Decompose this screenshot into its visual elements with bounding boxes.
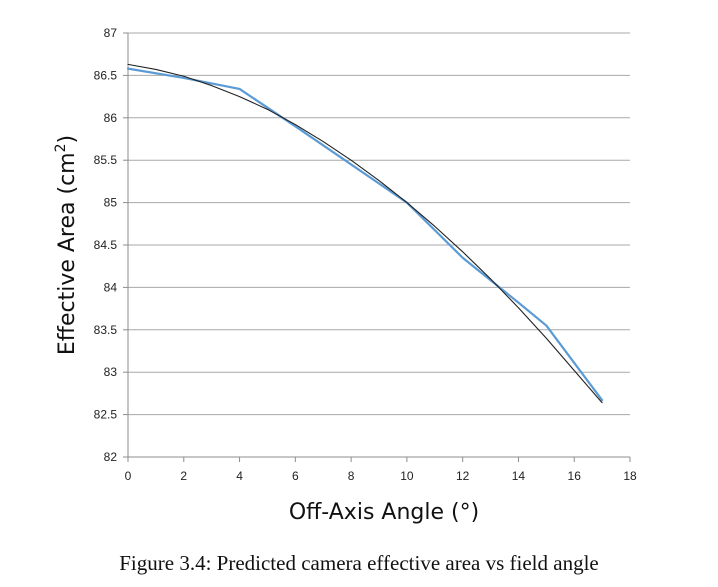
x-tick-label-2: 4 — [236, 469, 243, 483]
x-tick-label-3: 6 — [292, 469, 299, 483]
y-tick-label-7: 85.5 — [94, 153, 118, 167]
figure-caption: Figure 3.4: Predicted camera effective a… — [119, 551, 599, 575]
x-tick-label-9: 18 — [623, 469, 637, 483]
x-tick-label-8: 16 — [568, 469, 582, 483]
x-tick-label-1: 2 — [180, 469, 187, 483]
y-tick-label-6: 85 — [104, 196, 118, 210]
series-line-measured — [126, 67, 604, 402]
tick-labels: 82 82.5 83 83.5 84 84.5 85 85.5 86 86.5 87 0 2 4 6 8 10 1… — [94, 26, 637, 483]
axes — [123, 32, 631, 462]
y-axis-title-superscript: 2 — [53, 143, 69, 152]
y-axis-title-main: Effective Area (cm — [55, 152, 80, 355]
x-tick-label-5: 10 — [400, 469, 414, 483]
y-tick-label-9: 86.5 — [94, 68, 118, 82]
y-tick-label-4: 84 — [104, 280, 118, 294]
y-axis-title-end: ) — [55, 135, 80, 144]
y-tick-label-5: 84.5 — [94, 238, 118, 252]
x-tick-label-0: 0 — [125, 469, 132, 483]
y-tick-label-10: 87 — [104, 26, 118, 40]
y-tick-label-2: 83 — [104, 365, 118, 379]
grid-lines — [128, 32, 630, 416]
y-axis-title: Effective Area (cm2) — [53, 135, 80, 355]
effective-area-chart: 82 82.5 83 83.5 84 84.5 85 85.5 86 86.5 87 0 2 4 6 8 10 1… — [53, 26, 637, 525]
y-tick-label-0: 82 — [104, 450, 118, 464]
y-tick-label-8: 86 — [104, 111, 118, 125]
y-tick-label-3: 83.5 — [94, 323, 118, 337]
x-axis-title: Off-Axis Angle (°) — [289, 500, 479, 525]
series-line-fit — [127, 63, 603, 404]
x-tick-label-6: 12 — [456, 469, 470, 483]
data-series — [126, 63, 604, 404]
x-tick-label-7: 14 — [512, 469, 526, 483]
x-tick-label-4: 8 — [348, 469, 355, 483]
y-tick-label-1: 82.5 — [94, 408, 118, 422]
